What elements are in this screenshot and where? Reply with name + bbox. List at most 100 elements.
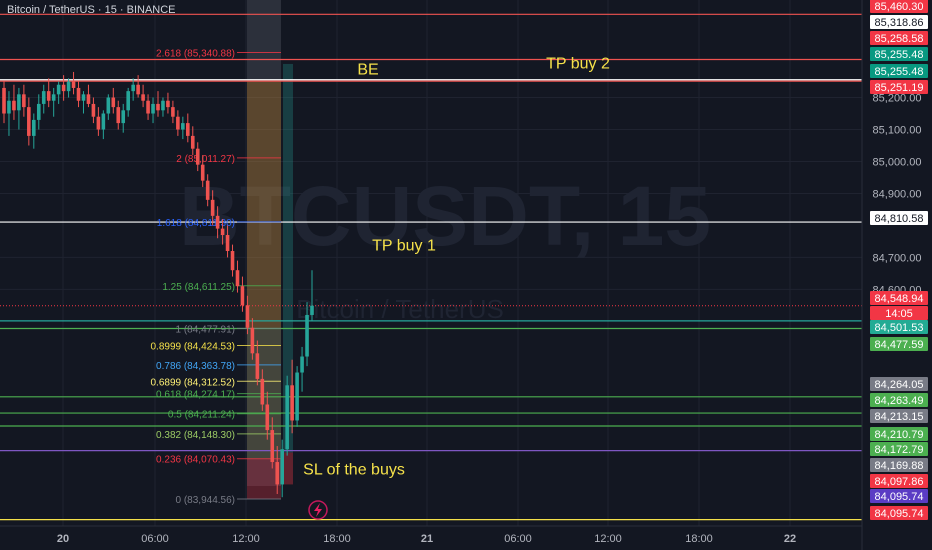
fib-fill-upper xyxy=(247,81,281,328)
candle-body xyxy=(215,215,220,229)
price-label-text: 84,810.58 xyxy=(875,213,924,225)
watermark-symbol: BTCUSDT, 15 xyxy=(179,169,711,263)
price-tick-label: 84,900.00 xyxy=(873,188,922,200)
time-tick-label: 06:00 xyxy=(141,533,169,545)
grid xyxy=(0,0,862,526)
watermark-pair: Bitcoin / TetherUS xyxy=(296,294,504,324)
candle-body xyxy=(46,91,51,101)
fib-level-label: 0.8999 (84,424.53) xyxy=(150,341,235,352)
candle-body xyxy=(131,84,135,92)
fib-level-label: 2.618 (85,340.88) xyxy=(156,48,235,59)
fib-level-label: 0.786 (84,363.78) xyxy=(156,361,235,372)
fib-extension: 2.618 (85,340.88) 2 (85,011.27) 1.618 (84,… xyxy=(150,48,281,506)
price-label-text: 85,460.30 xyxy=(875,1,924,13)
candles xyxy=(2,71,314,498)
price-label-text: 84,477.59 xyxy=(875,339,924,351)
candle-body xyxy=(7,100,11,114)
price-label-box xyxy=(870,506,928,520)
candle-body xyxy=(2,87,6,114)
price-label-text: 84,097.86 xyxy=(875,476,924,488)
price-label-box xyxy=(870,377,928,391)
candle-body xyxy=(205,180,210,200)
candle-body xyxy=(245,305,250,328)
chart-annotation: TP buy 1 xyxy=(372,238,436,255)
candle-body xyxy=(310,305,314,315)
candle-body xyxy=(181,123,185,130)
time-tick-label: 22 xyxy=(784,533,796,545)
price-label-box xyxy=(870,306,928,320)
alert-icon[interactable] xyxy=(308,500,328,520)
candle-body xyxy=(22,94,26,108)
candle-body xyxy=(126,91,130,111)
fib-level-label: 0.6899 (84,312.52) xyxy=(150,377,235,388)
candle-body xyxy=(51,94,56,101)
candle-body xyxy=(220,228,225,236)
candle-body xyxy=(41,91,46,104)
candle-body xyxy=(96,116,101,130)
candle-body xyxy=(166,100,170,108)
candle-body xyxy=(230,251,235,271)
price-label-text: 84,501.53 xyxy=(875,322,924,334)
fib-level-label: 0 (83,944.56) xyxy=(176,495,236,506)
price-label-text: 85,251.19 xyxy=(875,82,924,94)
fib-level-label: 1.618 (84,811.30) xyxy=(157,218,235,229)
candle-body xyxy=(255,353,260,379)
time-axis[interactable]: 20 06:00 12:00 18:00 21 06:00 12:00 18:00 22 xyxy=(0,525,862,550)
candle-body xyxy=(12,100,16,111)
candle-body xyxy=(195,148,200,165)
candle-body xyxy=(151,103,155,114)
candle-body xyxy=(295,372,299,421)
fib-level-label: 0.5 (84,211.24) xyxy=(168,410,235,421)
fib-level-label: 0.236 (84,070.43) xyxy=(156,455,235,466)
chart-annotation: BE xyxy=(357,62,378,79)
price-label-box xyxy=(870,442,928,456)
price-label-text: 84,213.15 xyxy=(875,411,924,423)
fib-fill-lower xyxy=(247,458,281,499)
candle-body xyxy=(235,270,240,287)
lightning-icon xyxy=(314,503,322,517)
candle-body xyxy=(56,84,61,95)
candle-body xyxy=(300,356,304,373)
price-label-text: 84,548.94 xyxy=(875,293,924,305)
time-tick-label: 06:00 xyxy=(504,533,532,545)
candle-body xyxy=(225,235,230,252)
candle-body xyxy=(270,430,275,463)
price-label-text: 84,169.88 xyxy=(875,460,924,472)
price-label-box xyxy=(870,393,928,407)
price-label-box xyxy=(870,15,928,29)
fib-level-label: 0.618 (84,274.17) xyxy=(156,390,235,401)
candle-body xyxy=(71,81,76,88)
horizontal-lines xyxy=(0,13,862,521)
fib-level-label: 1 (84,477.91) xyxy=(176,324,236,335)
price-label-text: 84,095.74 xyxy=(875,508,924,520)
time-axis-background xyxy=(0,526,862,550)
price-label-box xyxy=(870,489,928,503)
candle-body xyxy=(66,81,71,92)
price-label-box xyxy=(870,80,928,94)
price-label-text: 84,095.74 xyxy=(875,491,924,503)
time-tick-label: 18:00 xyxy=(323,533,351,545)
price-label-box xyxy=(870,474,928,488)
time-tick-label: 20 xyxy=(57,533,69,545)
annotations: BE TP buy 2 TP buy 1 SL of the buys xyxy=(303,55,610,478)
price-label-box xyxy=(870,47,928,61)
price-label-box xyxy=(870,337,928,351)
candle-body xyxy=(260,378,265,405)
price-label-box xyxy=(870,211,928,225)
candle-body xyxy=(36,103,41,120)
price-label-text: 84,172.79 xyxy=(875,444,924,456)
candle-body xyxy=(285,385,289,450)
candle-body xyxy=(161,100,165,111)
price-label-text: 84,264.05 xyxy=(875,379,924,391)
candle-body xyxy=(106,97,111,114)
candle-body xyxy=(81,94,86,101)
price-label-text: 85,318.86 xyxy=(875,17,924,29)
candle-body xyxy=(86,94,91,104)
candle-body xyxy=(280,449,284,485)
candle-body xyxy=(200,164,205,181)
fib-level-label: 2 (85,011.27) xyxy=(176,154,235,165)
price-tick-label: 85,100.00 xyxy=(873,125,922,137)
candle-body xyxy=(121,110,126,124)
